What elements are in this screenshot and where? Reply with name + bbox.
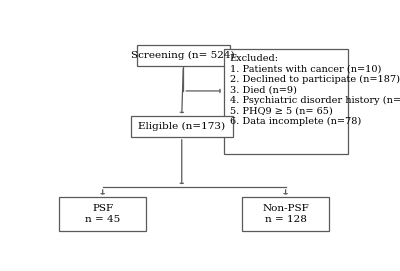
Text: Non-PSF
n = 128: Non-PSF n = 128: [262, 204, 309, 224]
FancyBboxPatch shape: [242, 197, 329, 231]
FancyBboxPatch shape: [137, 45, 230, 66]
Text: Eligible (n=173): Eligible (n=173): [138, 122, 225, 131]
FancyBboxPatch shape: [131, 116, 233, 137]
FancyBboxPatch shape: [224, 49, 348, 154]
Text: PSF
n = 45: PSF n = 45: [85, 204, 120, 224]
Text: Screening (n= 524): Screening (n= 524): [132, 51, 235, 60]
FancyBboxPatch shape: [59, 197, 146, 231]
Text: Excluded:
1. Patients with cancer (n=10)
2. Declined to participate (n=187)
3. D: Excluded: 1. Patients with cancer (n=10)…: [230, 54, 400, 126]
